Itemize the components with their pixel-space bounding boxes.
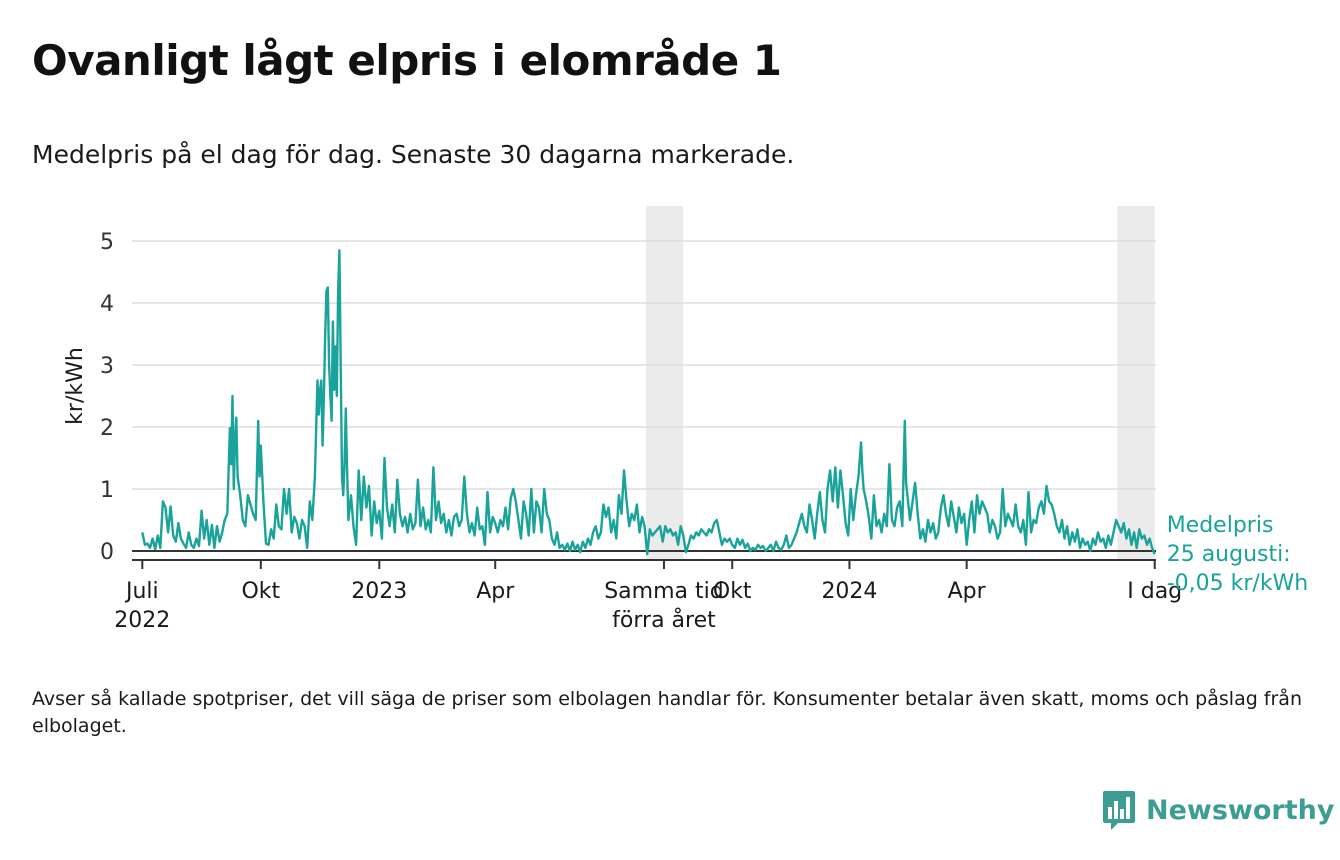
x-tick-line: 2024 — [821, 579, 877, 604]
y-axis-label: kr/kWh — [63, 347, 88, 425]
x-tick-label-1: Okt — [241, 579, 280, 604]
annotation-line: -0,05 kr/kWh — [1167, 571, 1309, 596]
page-subtitle: Medelpris på el dag för dag. Senaste 30 … — [32, 140, 795, 169]
brand-name: Newsworthy — [1146, 794, 1335, 826]
x-tick-line: Okt — [241, 579, 280, 604]
grid-lines — [132, 240, 1156, 490]
latest-price-annotation: Medelpris 25 augusti: -0,05 kr/kWh — [1167, 513, 1309, 596]
x-tick-line: 2023 — [351, 579, 407, 604]
x-tick-line: Apr — [948, 579, 987, 604]
x-tick-labels: Juli 2022 Okt 2023 Apr Samma tid förra året Okt… — [114, 560, 1182, 633]
x-tick-line: Juli — [124, 579, 159, 604]
bar-chart-icon — [1103, 791, 1135, 830]
y-tick-0: 0 — [100, 540, 114, 565]
x-tick-line: 2022 — [114, 608, 170, 633]
y-tick-4: 4 — [100, 292, 114, 317]
x-tick-label-2: 2023 — [351, 579, 407, 604]
x-tick-label-7: Apr — [948, 579, 987, 604]
x-tick-label-5: Okt — [713, 579, 752, 604]
x-tick-label-8: I dag — [1127, 579, 1182, 604]
highlight-band-1 — [1117, 206, 1155, 560]
x-tick-line: I dag — [1127, 579, 1182, 604]
highlight-band-0 — [645, 206, 684, 560]
x-tick-label-6: 2024 — [821, 579, 877, 604]
price-chart: 0 1 2 3 4 5 Juli 2022 Okt 2023 Apr Samma tid förra … — [63, 206, 1309, 633]
annotation-line: 25 augusti: — [1167, 542, 1291, 567]
x-tick-label-3: Apr — [476, 579, 515, 604]
y-tick-2: 2 — [100, 416, 114, 441]
y-tick-labels: 0 1 2 3 4 5 — [100, 230, 114, 565]
x-tick-line: Samma tid — [604, 579, 724, 604]
x-tick-label-4: Samma tid förra året — [604, 579, 724, 633]
x-tick-line: Okt — [713, 579, 752, 604]
annotation-line: Medelpris — [1167, 513, 1274, 538]
price-line — [141, 249, 1156, 556]
y-tick-1: 1 — [100, 478, 114, 503]
page-title: Ovanligt lågt elpris i elområde 1 — [32, 36, 782, 85]
footnote: Avser så kallade spotpriser, det vill sä… — [32, 688, 1302, 737]
y-tick-3: 3 — [100, 354, 114, 379]
x-tick-label-0: Juli 2022 — [114, 579, 170, 633]
highlight-bands — [645, 206, 1155, 560]
newsworthy-logo[interactable]: Newsworthy — [1102, 788, 1334, 832]
y-tick-5: 5 — [100, 230, 114, 255]
x-tick-line: Apr — [476, 579, 515, 604]
x-tick-line: förra året — [612, 607, 716, 633]
